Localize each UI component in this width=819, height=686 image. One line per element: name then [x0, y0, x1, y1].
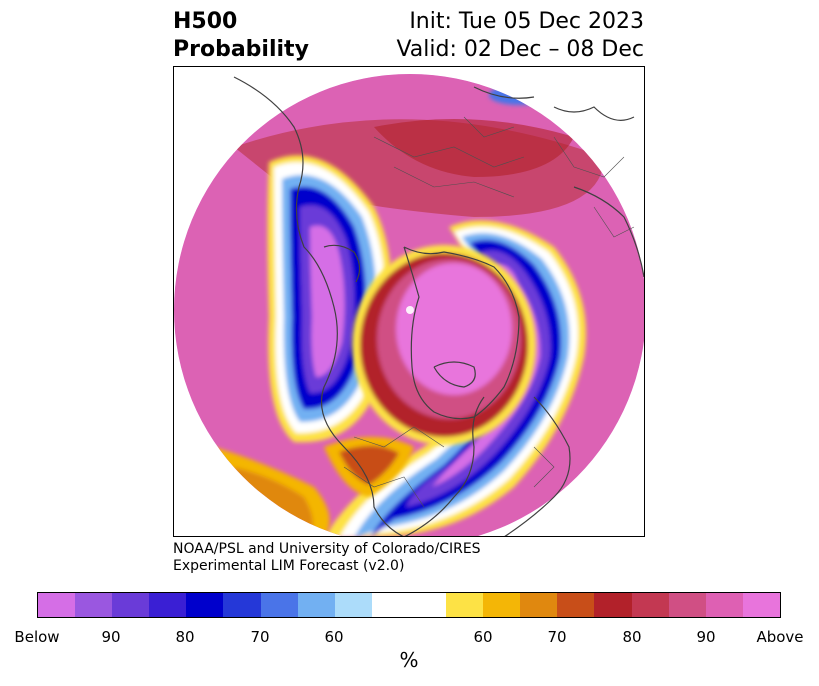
polar-map: [174, 74, 644, 536]
colorbar-tick-label: 90: [696, 628, 716, 646]
colorbar-segment: [149, 593, 187, 617]
colorbar-segment: [334, 593, 372, 617]
colorbar-segment: [408, 593, 447, 617]
credit: NOAA/PSL and University of Colorado/CIRE…: [173, 541, 481, 575]
colorbar-segment: [112, 593, 150, 617]
colorbar-unit: %: [399, 648, 419, 672]
colorbar-tick-label: 90: [101, 628, 121, 646]
colorbar-segment: [705, 593, 743, 617]
credit-line-2: Experimental LIM Forecast (v2.0): [173, 558, 405, 574]
title-quantity: Probability: [173, 37, 309, 62]
title-left: H500 Probability: [173, 8, 309, 64]
colorbar-segment: [520, 593, 558, 617]
colorbar-segment: [557, 593, 595, 617]
colorbar-tick-label: 70: [547, 628, 567, 646]
colorbar-tick-label: Above: [756, 628, 804, 646]
valid-range: Valid: 02 Dec – 08 Dec: [396, 37, 644, 62]
colorbar-segment: [38, 593, 76, 617]
colorbar-segment: [260, 593, 298, 617]
title-right: Init: Tue 05 Dec 2023 Valid: 02 Dec – 08…: [396, 8, 644, 64]
colorbar-segment: [297, 593, 335, 617]
country-borders: [343, 116, 635, 508]
colorbar-segment: [594, 593, 632, 617]
credit-line-1: NOAA/PSL and University of Colorado/CIRE…: [173, 541, 481, 557]
colorbar-segment: [483, 593, 521, 617]
colorbar-segment: [668, 593, 706, 617]
init-date: Init: Tue 05 Dec 2023: [409, 9, 644, 34]
title-variable: H500: [173, 9, 238, 34]
map-frame: [173, 66, 645, 537]
colorbar-tick-label: 70: [250, 628, 270, 646]
colorbar: [37, 592, 781, 618]
colorbar-segment: [742, 593, 780, 617]
colorbar-segment: [371, 593, 409, 617]
colorbar-segment: [446, 593, 484, 617]
colorbar-segment: [631, 593, 669, 617]
colorbar-tick-label: Below: [14, 628, 60, 646]
colorbar-tick-label: 60: [324, 628, 344, 646]
coastlines: [233, 76, 644, 536]
colorbar-tick-label: 80: [175, 628, 195, 646]
colorbar-segment: [186, 593, 224, 617]
probability-field: [174, 74, 644, 536]
colorbar-segment: [75, 593, 113, 617]
colorbar-tick-label: 80: [622, 628, 642, 646]
colorbar-tick-label: 60: [473, 628, 493, 646]
colorbar-segment: [223, 593, 261, 617]
